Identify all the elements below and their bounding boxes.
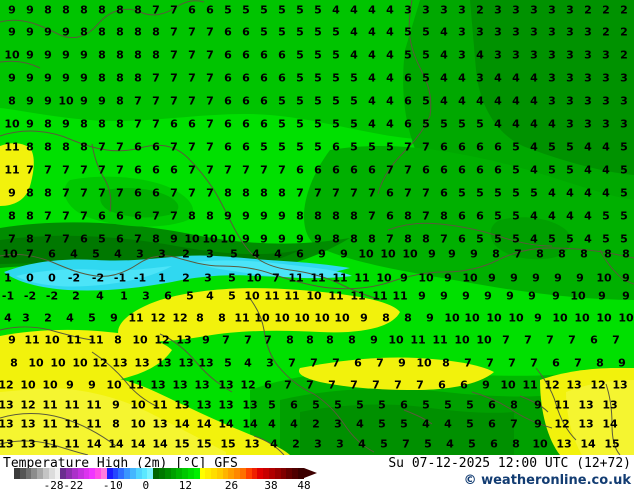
color-scale-swatch: [135, 468, 142, 479]
color-scale-swatch: [228, 468, 235, 479]
color-scale-swatch: [176, 468, 183, 479]
color-scale-swatch: [292, 468, 299, 479]
color-scale-swatch: [187, 468, 194, 479]
yellow-region-adriatic-south: [298, 357, 494, 390]
map-footer: Temperature High (2m) [°C] GFS Su 07-12-…: [0, 455, 634, 492]
page-title: Temperature High (2m) [°C] GFS: [3, 456, 238, 471]
color-scale-swatch: [89, 468, 96, 479]
color-scale-swatch: [42, 468, 49, 479]
color-scale-swatch: [124, 468, 130, 479]
color-scale-swatch: [77, 468, 84, 479]
color-scale-swatch: [211, 468, 217, 479]
color-scale-swatch: [153, 468, 159, 479]
color-scale-swatch: [112, 468, 119, 479]
color-scale-swatch: [298, 468, 304, 479]
color-scale-swatch: [216, 468, 223, 479]
color-scale-swatch: [129, 468, 136, 479]
model-run-timestamp: Su 07-12-2025 12:00 UTC (12+72): [388, 456, 631, 471]
color-scale-swatch: [245, 468, 252, 479]
color-scale-swatch: [100, 468, 107, 479]
color-scale-tick-label: 26: [224, 479, 239, 492]
coastline-border-layer: [0, 0, 634, 455]
yellow-region-aegean-core: [566, 380, 634, 455]
color-scale-swatch: [170, 468, 177, 479]
color-scale-swatch: [205, 468, 212, 479]
yellow-region-atlantic-edge: [0, 143, 34, 206]
color-scale-swatch: [286, 468, 293, 479]
color-scale-tick-label: -10: [102, 479, 123, 492]
color-scale-swatch: [274, 468, 281, 479]
color-scale-swatch: [257, 468, 264, 479]
color-scale-swatch: [280, 468, 287, 479]
color-scale-swatch: [193, 468, 200, 479]
color-scale-tick-label: 0: [142, 479, 150, 492]
yellow-region-italy-core: [0, 388, 226, 455]
copyright-notice: © weatheronline.co.uk: [463, 473, 631, 488]
color-scale-swatch: [251, 468, 258, 479]
color-scale-swatch: [48, 468, 55, 479]
map-fill-layer: [0, 0, 634, 455]
color-scale-swatch: [60, 468, 67, 479]
color-scale-swatch: [269, 468, 275, 479]
color-scale-swatch: [54, 468, 61, 479]
color-scale-tick-label: 12: [178, 479, 192, 492]
color-scale-bar[interactable]: [14, 468, 304, 479]
color-scale-arrow-icon: [304, 468, 317, 478]
color-scale-swatch: [118, 468, 125, 479]
cyan-region-alps-core: [16, 266, 172, 287]
color-scale-swatch: [141, 468, 148, 479]
color-scale-swatch: [71, 468, 78, 479]
color-scale-tick-label: 38: [264, 479, 278, 492]
color-scale-tick-label: -28: [43, 479, 64, 492]
green-patch-centralwest-core: [100, 188, 179, 218]
color-scale-swatch: [25, 468, 32, 479]
color-scale-swatch: [83, 468, 90, 479]
color-scale-swatch: [14, 468, 20, 479]
color-scale-swatch: [19, 468, 26, 479]
color-scale-tick-label: -22: [63, 479, 84, 492]
color-scale-swatch: [240, 468, 246, 479]
cyan-region-alps-east: [196, 260, 352, 279]
color-scale-swatch: [164, 468, 171, 479]
color-scale-swatch: [199, 468, 206, 479]
color-scale-tick-label: 48: [297, 479, 311, 492]
color-scale-swatch: [222, 468, 229, 479]
yellow-region-west: [0, 329, 172, 385]
color-scale-swatch: [147, 468, 154, 479]
color-scale-swatch: [106, 468, 113, 479]
green-patch-carpathian: [490, 217, 571, 260]
green-region-central: [303, 145, 634, 300]
color-scale-swatch: [37, 468, 43, 479]
color-scale-swatch: [66, 468, 72, 479]
green-region-east-core: [470, 0, 634, 175]
color-scale-swatch: [31, 468, 38, 479]
color-scale-swatch: [263, 468, 270, 479]
temperature-color-scale[interactable]: -28 -22 -10 0 12 26 38 48: [14, 468, 319, 492]
color-scale-swatch: [182, 468, 188, 479]
green-region-balkans-deep: [300, 404, 514, 455]
color-scale-swatch: [158, 468, 165, 479]
color-scale-swatch: [234, 468, 241, 479]
color-scale-swatch: [95, 468, 101, 479]
